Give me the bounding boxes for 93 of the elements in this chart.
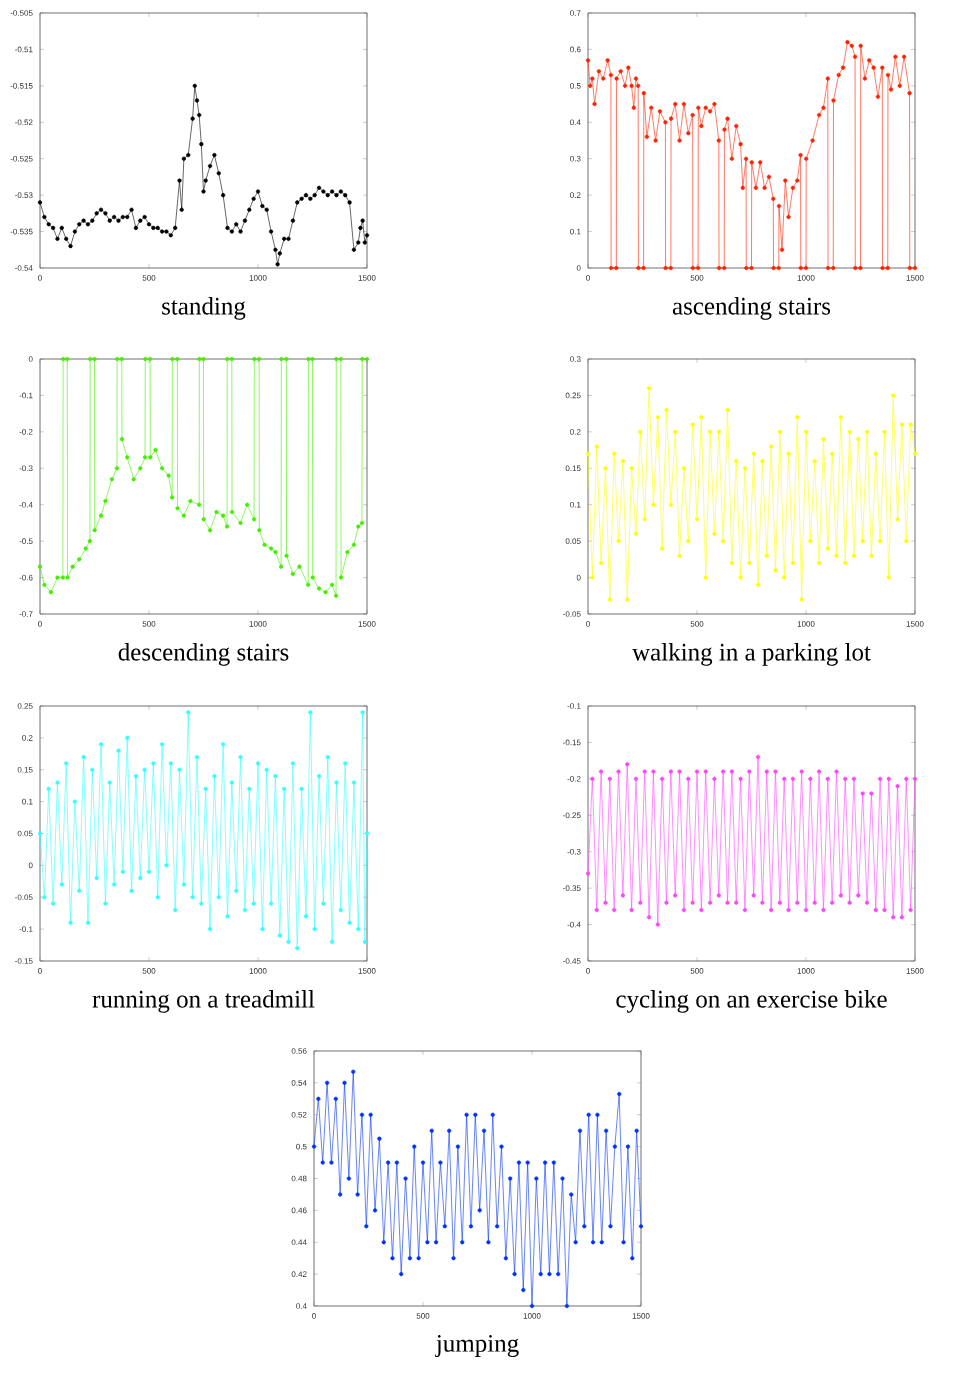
- y-tick-label: -0.1: [19, 926, 33, 932]
- x-tick-label: 500: [690, 275, 704, 281]
- x-tick-label: 1500: [906, 968, 924, 974]
- x-tick-label: 0: [586, 275, 590, 281]
- y-tick-label: -0.25: [563, 812, 581, 819]
- x-tick-label: 1500: [358, 275, 376, 281]
- y-tick-label: -0.35: [563, 885, 581, 891]
- y-tick-label: 0.42: [291, 1271, 307, 1277]
- y-tick-label: -0.05: [563, 611, 581, 617]
- y-tick-label: 0.15: [17, 766, 33, 773]
- x-tick-label: 500: [142, 275, 156, 281]
- y-tick-label: -0.525: [10, 155, 33, 162]
- y-tick-label: -0.1: [19, 392, 33, 399]
- y-tick-label: 0.48: [291, 1175, 307, 1182]
- y-tick-label: 0.56: [291, 1048, 307, 1054]
- text: running on a treadmill: [92, 990, 315, 1013]
- y-tick-label: 0.46: [291, 1207, 307, 1214]
- y-tick-label: 0.4: [296, 1303, 307, 1309]
- x-tick-label: 0: [38, 621, 42, 627]
- x-tick-label: 0: [312, 1313, 316, 1319]
- x-tick-label: 1500: [632, 1313, 650, 1319]
- x-tick-label: 1000: [249, 968, 267, 974]
- x-tick-label: 0: [38, 275, 42, 281]
- x-tick-label: 0: [586, 621, 590, 627]
- y-tick-label: 0.3: [570, 356, 581, 362]
- x-tick-label: 1500: [906, 275, 924, 281]
- x-tick-label: 0: [586, 968, 590, 974]
- y-tick-label: 0.25: [17, 703, 33, 709]
- x-tick-label: 1500: [358, 621, 376, 627]
- y-tick-label: -0.05: [15, 894, 33, 901]
- x-tick-label: 1000: [523, 1313, 541, 1319]
- y-tick-label: 0.05: [17, 830, 33, 837]
- text: walking in a parking lot: [632, 643, 871, 666]
- y-tick-label: 0: [576, 574, 581, 581]
- y-tick-label: 0.2: [570, 429, 581, 435]
- y-tick-label: -0.515: [10, 83, 33, 89]
- x-tick-label: 1000: [249, 621, 267, 627]
- y-tick-label: 0.7: [570, 10, 581, 16]
- y-tick-label: -0.15: [15, 958, 33, 964]
- x-tick-label: 0: [38, 968, 42, 974]
- y-tick-label: 0.1: [570, 228, 581, 235]
- y-tick-label: 0.52: [291, 1111, 307, 1118]
- y-tick-label: 0: [28, 862, 33, 869]
- y-tick-label: 0.44: [291, 1239, 307, 1246]
- y-tick-label: 0.1: [570, 501, 581, 508]
- y-tick-label: -0.4: [567, 921, 581, 928]
- y-tick-label: 0.4: [570, 119, 581, 126]
- x-tick-label: 1500: [906, 621, 924, 627]
- y-tick-label: -0.3: [19, 465, 33, 472]
- y-tick-label: -0.505: [10, 10, 33, 16]
- y-tick-label: 0.1: [22, 798, 33, 805]
- text: ascending stairs: [672, 297, 831, 320]
- y-tick-label: -0.53: [15, 192, 33, 198]
- y-tick-label: -0.2: [567, 776, 581, 782]
- x-tick-label: 1000: [797, 621, 815, 627]
- text: jumping: [435, 1335, 519, 1358]
- y-tick-label: -0.3: [567, 848, 581, 855]
- x-tick-label: 500: [142, 621, 156, 627]
- x-tick-label: 500: [142, 968, 156, 974]
- y-tick-label: -0.4: [19, 501, 33, 508]
- y-tick-label: -0.51: [15, 46, 33, 53]
- y-tick-label: -0.1: [567, 703, 581, 709]
- y-tick-label: -0.535: [10, 228, 33, 235]
- y-tick-label: -0.15: [563, 739, 581, 746]
- y-tick-label: 0.2: [570, 192, 581, 198]
- y-tick-label: 0.15: [565, 465, 581, 472]
- x-tick-label: 1000: [797, 275, 815, 281]
- y-tick-label: 0: [576, 265, 581, 271]
- y-tick-label: -0.52: [15, 119, 33, 126]
- x-tick-label: 1500: [358, 968, 376, 974]
- y-tick-label: -0.6: [19, 574, 33, 581]
- x-tick-label: 1000: [249, 275, 267, 281]
- y-tick-label: 0.5: [296, 1143, 307, 1150]
- text: descending stairs: [118, 643, 289, 666]
- x-tick-label: 1000: [797, 968, 815, 974]
- y-tick-label: 0.54: [291, 1080, 307, 1086]
- y-tick-label: 0.25: [565, 392, 581, 399]
- y-tick-label: 0.6: [570, 46, 581, 53]
- y-tick-label: 0.2: [22, 735, 33, 741]
- y-tick-label: -0.7: [19, 611, 33, 617]
- y-tick-label: -0.5: [19, 538, 33, 544]
- y-tick-label: -0.54: [15, 265, 33, 271]
- text: cycling on an exercise bike: [616, 990, 887, 1013]
- y-tick-label: 0.3: [570, 155, 581, 162]
- y-tick-label: -0.2: [19, 429, 33, 435]
- x-tick-label: 500: [416, 1313, 430, 1319]
- x-tick-label: 500: [690, 968, 704, 974]
- y-tick-label: 0.5: [570, 83, 581, 89]
- y-tick-label: -0.45: [563, 958, 581, 964]
- x-tick-label: 500: [690, 621, 704, 627]
- y-tick-label: 0.05: [565, 538, 581, 544]
- y-tick-label: 0: [28, 356, 33, 362]
- text: standing: [162, 297, 246, 320]
